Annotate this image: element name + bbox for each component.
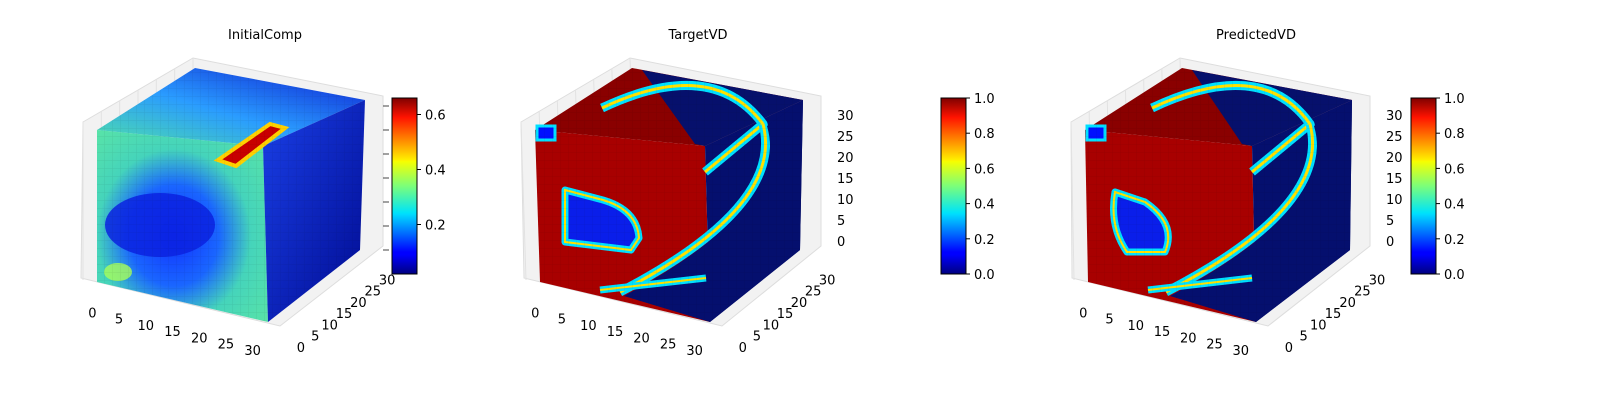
voxel-grid bbox=[535, 130, 710, 322]
z-tick-label: 15 bbox=[1386, 172, 1403, 187]
z-tick-label: 10 bbox=[837, 193, 854, 208]
z-tick-label: 25 bbox=[1386, 130, 1403, 145]
colorbar-tick-label: 0.6 bbox=[425, 109, 446, 124]
x-tick-label: 25 bbox=[660, 338, 677, 353]
x-tick-label: 10 bbox=[138, 319, 155, 334]
x-tick-label: 25 bbox=[218, 338, 235, 353]
x-tick-label: 25 bbox=[1206, 338, 1223, 353]
panel-title: InitialComp bbox=[228, 28, 302, 43]
panel-title: PredictedVD bbox=[1216, 28, 1296, 43]
x-tick-label: 0 bbox=[1079, 306, 1087, 321]
x-tick-label: 30 bbox=[686, 344, 703, 359]
x-tick-label: 15 bbox=[1154, 325, 1171, 340]
gridline bbox=[1070, 121, 1075, 281]
colorbar-tick-label: 0.6 bbox=[1444, 162, 1465, 177]
colorbar-tick-label: 0.0 bbox=[1444, 268, 1465, 283]
z-tick-label: 30 bbox=[837, 109, 854, 124]
z-tick-label: 5 bbox=[1386, 214, 1394, 229]
y-tick-label: 0 bbox=[1285, 341, 1293, 356]
y-tick-label: 5 bbox=[311, 330, 319, 345]
colorbar-tick-label: 0.2 bbox=[425, 219, 446, 234]
y-tick-label: 25 bbox=[805, 285, 822, 300]
colorbar-tick-label: 0.8 bbox=[1444, 127, 1465, 142]
y-tick-label: 30 bbox=[379, 273, 396, 288]
z-tick-label: 25 bbox=[837, 130, 854, 145]
voxel-grid bbox=[1085, 68, 1352, 146]
voxel-grid bbox=[97, 130, 268, 322]
z-tick-label: 5 bbox=[837, 214, 845, 229]
y-tick-label: 10 bbox=[321, 318, 338, 333]
colorbar-tick-label: 1.0 bbox=[974, 92, 995, 107]
y-tick-label: 0 bbox=[739, 341, 747, 356]
colorbar-tick-label: 0.0 bbox=[974, 268, 995, 283]
colorbar-tick-label: 0.4 bbox=[425, 164, 446, 179]
voxel-grid bbox=[1252, 100, 1352, 322]
colorbar bbox=[391, 97, 418, 275]
z-tick-label: 15 bbox=[837, 172, 854, 187]
y-tick-label: 30 bbox=[1369, 273, 1386, 288]
colorbar-tick-label: 0.4 bbox=[974, 198, 995, 213]
x-tick-label: 15 bbox=[607, 325, 624, 340]
y-tick-label: 15 bbox=[1325, 307, 1342, 322]
colorbar-tick-label: 0.2 bbox=[974, 233, 995, 248]
x-tick-label: 5 bbox=[115, 313, 123, 328]
z-tick-label: 0 bbox=[1386, 235, 1394, 250]
x-tick-label: 20 bbox=[633, 331, 650, 346]
voxel-grid bbox=[1085, 130, 1256, 322]
z-tick-label: 30 bbox=[1386, 109, 1403, 124]
colorbar-tick-label: 0.4 bbox=[1444, 198, 1465, 213]
x-tick-label: 10 bbox=[1127, 319, 1144, 334]
y-tick-label: 5 bbox=[1299, 330, 1307, 345]
z-tick-label: 0 bbox=[837, 235, 845, 250]
x-tick-label: 20 bbox=[1180, 331, 1197, 346]
voxel-grid bbox=[263, 100, 365, 322]
y-tick-label: 30 bbox=[819, 273, 836, 288]
x-tick-label: 0 bbox=[88, 306, 96, 321]
z-tick-label: 20 bbox=[1386, 151, 1403, 166]
colorbar-tick-label: 0.8 bbox=[974, 127, 995, 142]
y-tick-label: 20 bbox=[791, 296, 808, 311]
x-tick-label: 30 bbox=[244, 344, 261, 359]
panel-title: TargetVD bbox=[667, 28, 727, 43]
y-tick-label: 25 bbox=[1354, 285, 1371, 300]
y-tick-label: 10 bbox=[1310, 318, 1327, 333]
x-tick-label: 5 bbox=[1105, 313, 1113, 328]
voxel-grid bbox=[535, 68, 803, 146]
x-tick-label: 0 bbox=[531, 306, 539, 321]
z-tick-label: 10 bbox=[1386, 193, 1403, 208]
y-tick-label: 10 bbox=[763, 318, 780, 333]
colorbar bbox=[940, 97, 967, 275]
z-tick-label: 20 bbox=[837, 151, 854, 166]
x-tick-label: 30 bbox=[1232, 344, 1249, 359]
y-tick-label: 15 bbox=[777, 307, 794, 322]
colorbar-tick-label: 0.2 bbox=[1444, 233, 1465, 248]
voxel-grid bbox=[97, 68, 365, 146]
y-tick-label: 5 bbox=[753, 330, 761, 345]
x-tick-label: 15 bbox=[164, 325, 181, 340]
colorbar bbox=[1410, 97, 1437, 275]
x-tick-label: 10 bbox=[580, 319, 597, 334]
gridline bbox=[520, 121, 527, 281]
y-tick-label: 20 bbox=[350, 296, 367, 311]
voxel-grid bbox=[705, 100, 803, 322]
colorbar-tick-label: 0.6 bbox=[974, 162, 995, 177]
y-tick-label: 20 bbox=[1339, 296, 1356, 311]
y-tick-label: 0 bbox=[297, 341, 305, 356]
y-tick-label: 15 bbox=[336, 307, 353, 322]
x-tick-label: 20 bbox=[191, 331, 208, 346]
y-tick-label: 25 bbox=[364, 285, 381, 300]
colorbar-tick-label: 1.0 bbox=[1444, 92, 1465, 107]
x-tick-label: 5 bbox=[558, 313, 566, 328]
